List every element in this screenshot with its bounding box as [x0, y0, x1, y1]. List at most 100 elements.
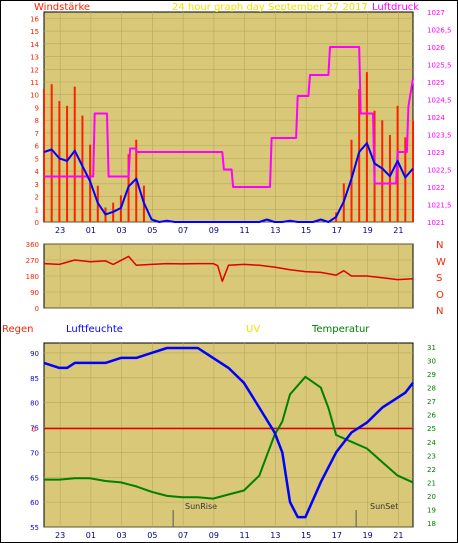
- y-tick-label: 55: [30, 524, 39, 532]
- uv-label: UV: [246, 324, 260, 335]
- compass-n-bottom: N: [436, 306, 443, 317]
- y-right-tick-label: 31: [427, 344, 436, 352]
- y-right-tick-label: 19: [427, 506, 436, 514]
- y-tick-label: 180: [26, 273, 39, 281]
- x-tick-label: 01: [86, 226, 96, 235]
- compass-s: S: [436, 273, 442, 284]
- y-tick-label: 90: [30, 289, 39, 297]
- y-tick-label: 5: [35, 155, 39, 163]
- temperature-line: [44, 375, 414, 500]
- y-tick-label: 0: [35, 219, 39, 227]
- rain-label: Regen: [2, 324, 34, 335]
- y-right-tick-label: 1023,5: [427, 132, 452, 140]
- y-tick-label: 9: [35, 104, 39, 112]
- x-tick-label: 09: [209, 531, 219, 540]
- y-tick-label: 60: [30, 499, 39, 507]
- wind-avg-line: [43, 142, 414, 223]
- compass-o: O: [436, 290, 444, 301]
- x-tick-label: 23: [55, 531, 65, 540]
- y-tick-label: 10: [30, 92, 39, 100]
- y-tick-label: 65: [30, 474, 39, 482]
- y-right-tick-label: 1022: [427, 184, 445, 192]
- y-right-tick-label: 1025,5: [427, 62, 452, 70]
- sunset-label: SunSet: [370, 502, 398, 511]
- y-right-tick-label: 29: [427, 371, 436, 379]
- x-tick-label: 11: [240, 531, 250, 540]
- y-tick-label: 6: [35, 143, 40, 151]
- y-tick-label: 7: [35, 130, 39, 138]
- panel1-plot-area: [43, 11, 414, 223]
- y-tick-label: 0: [35, 305, 39, 313]
- y-right-tick-label: 18: [427, 520, 436, 528]
- y-right-tick-label: 1027: [427, 9, 445, 17]
- y-right-tick-label: 21: [427, 479, 436, 487]
- x-tick-label: 17: [332, 226, 342, 235]
- y-right-tick-label: 1024,5: [427, 97, 452, 105]
- y-right-tick-label: 1022,5: [427, 167, 452, 175]
- y-tick-label: 11: [30, 79, 39, 87]
- y-tick-label: 12: [30, 66, 39, 74]
- y-right-tick-label: 1024: [427, 114, 445, 122]
- y-tick-label: 8: [35, 117, 39, 125]
- y-right-tick-label: 1021: [427, 219, 445, 227]
- y-tick-label: 2: [35, 194, 39, 202]
- y-tick-label: 70: [30, 449, 39, 457]
- y-tick-label: 15: [30, 28, 39, 36]
- x-tick-label: 07: [178, 531, 188, 540]
- x-tick-label: 15: [301, 226, 311, 235]
- y-tick-label: 13: [30, 54, 39, 62]
- y-right-tick-label: 24: [427, 439, 436, 447]
- y-right-tick-label: 1025: [427, 79, 445, 87]
- x-tick-label: 05: [147, 226, 157, 235]
- x-tick-label: 01: [86, 531, 96, 540]
- x-tick-label: 23: [55, 226, 65, 235]
- wind-direction-line: [43, 255, 414, 283]
- x-tick-label: 13: [270, 531, 280, 540]
- y-tick-label: 4: [35, 168, 40, 176]
- y-tick-label: 80: [30, 400, 39, 408]
- y-tick-label: 90: [30, 350, 39, 358]
- y-tick-label: 14: [30, 41, 39, 49]
- x-tick-label: 19: [363, 531, 373, 540]
- y-tick-label: 16: [30, 15, 39, 23]
- humidity-line: [43, 346, 414, 519]
- x-tick-label: 17: [332, 531, 342, 540]
- y-tick-label: 85: [30, 375, 39, 383]
- compass-w: W: [436, 257, 446, 268]
- y-right-tick-label: 25: [427, 425, 436, 433]
- humidity-label: Luftfeuchte: [66, 324, 123, 335]
- y-tick-label: 1: [35, 206, 39, 214]
- sunrise-label: SunRise: [185, 502, 217, 511]
- pressure-label: Luftdruck: [372, 2, 419, 13]
- x-tick-label: 09: [209, 226, 219, 235]
- y-right-tick-label: 23: [427, 452, 436, 460]
- x-tick-label: 05: [147, 531, 157, 540]
- y-right-tick-label: 1023: [427, 149, 445, 157]
- x-tick-label: 11: [240, 226, 250, 235]
- x-tick-label: 21: [393, 226, 403, 235]
- x-tick-label: 19: [363, 226, 373, 235]
- x-tick-label: 03: [117, 226, 127, 235]
- y-tick-label: 3: [35, 181, 39, 189]
- y-right-tick-label: 20: [427, 493, 436, 501]
- x-tick-label: 21: [393, 531, 403, 540]
- y-right-tick-label: 1021,5: [427, 202, 452, 210]
- rain-zero-label: 0: [32, 426, 36, 434]
- y-tick-label: 75: [30, 425, 39, 433]
- y-right-tick-label: 1026,5: [427, 27, 452, 35]
- x-tick-label: 03: [117, 531, 127, 540]
- x-tick-label: 15: [301, 531, 311, 540]
- y-tick-label: 360: [26, 241, 39, 249]
- x-tick-label: 07: [178, 226, 188, 235]
- y-right-tick-label: 28: [427, 385, 436, 393]
- temperature-label: Temperatur: [311, 324, 370, 335]
- pressure-line: [44, 46, 414, 188]
- panel3-plot-area: [43, 342, 414, 528]
- y-right-tick-label: 27: [427, 398, 436, 406]
- y-right-tick-label: 26: [427, 412, 436, 420]
- y-tick-label: 270: [26, 257, 39, 265]
- compass-n-top: N: [436, 240, 443, 251]
